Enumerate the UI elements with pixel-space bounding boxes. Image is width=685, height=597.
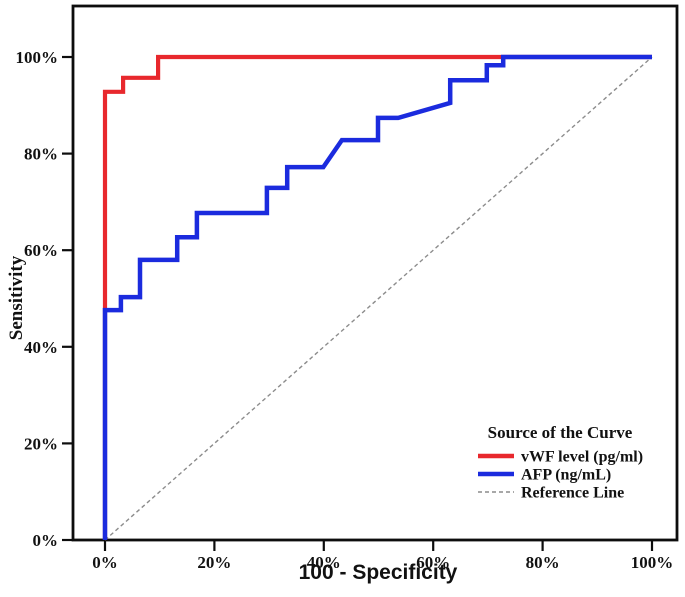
y-tick-label: 20% — [24, 434, 58, 453]
x-axis-title: 100 - Specificity — [299, 561, 458, 584]
curve-vwf — [102, 54, 652, 540]
y-tick-label: 60% — [24, 241, 58, 260]
reference-line — [104, 56, 653, 541]
legend-items: vWF level (pg/ml)AFP (ng/mL)Reference Li… — [478, 449, 643, 502]
x-tick-label: 40% — [307, 553, 341, 572]
legend-item: Reference Line — [478, 485, 624, 502]
y-axis-title: Sensitivity — [6, 255, 27, 340]
x-tick-label: 20% — [197, 553, 231, 572]
x-tick-label: 0% — [92, 553, 118, 572]
plot-frame — [71, 4, 679, 542]
y-tick-label: 40% — [24, 338, 58, 357]
y-tick-label: 0% — [33, 531, 59, 550]
legend-item-label: AFP (ng/mL) — [521, 467, 611, 484]
legend-title: Source of the Curve — [488, 423, 633, 442]
y-tick-label: 100% — [16, 48, 59, 67]
legend-item-label: Reference Line — [521, 485, 624, 502]
legend-item-label: vWF level (pg/ml) — [521, 449, 643, 466]
legend-item: AFP (ng/mL) — [478, 467, 611, 484]
y-tick-label: 80% — [24, 145, 58, 164]
x-tick-label: 60% — [416, 553, 450, 572]
x-tick-label: 80% — [526, 553, 560, 572]
curves-group — [102, 54, 653, 541]
legend-item: vWF level (pg/ml) — [478, 449, 643, 466]
legend: Source of the Curve vWF level (pg/ml)AFP… — [478, 423, 643, 502]
x-axis-ticks: 0% 20% 40% 60% 80% 100% — [92, 540, 673, 572]
y-axis-ticks: 0% 20% 40% 60% 80% 100% — [16, 48, 73, 550]
x-tick-label: 100% — [631, 553, 674, 572]
curve-afp — [102, 54, 652, 540]
